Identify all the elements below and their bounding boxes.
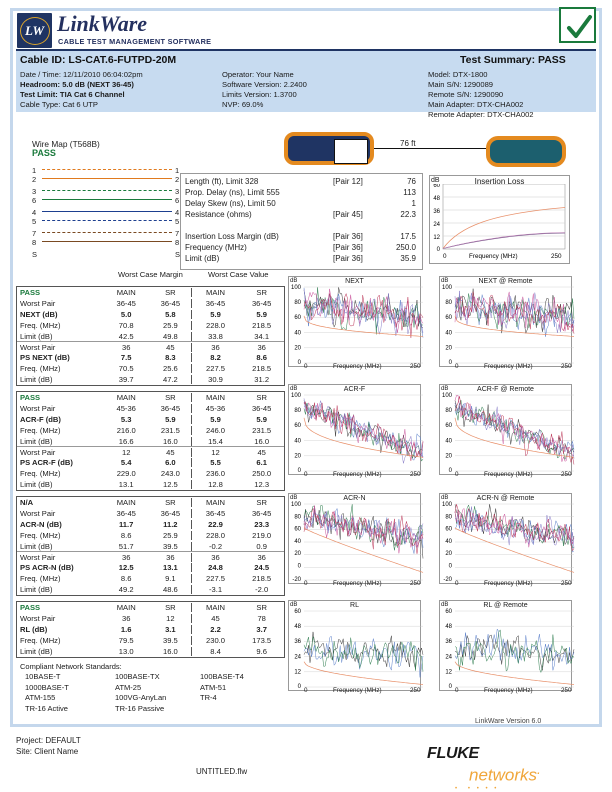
svg-text:20: 20 [445, 346, 452, 352]
svg-text:20: 20 [294, 346, 301, 352]
svg-text:24: 24 [294, 654, 301, 660]
svg-text:40: 40 [445, 438, 452, 444]
svg-text:100: 100 [291, 502, 302, 508]
svg-text:60: 60 [294, 315, 301, 321]
svg-text:60: 60 [294, 423, 301, 429]
svg-text:12: 12 [294, 670, 301, 676]
svg-text:48: 48 [445, 624, 452, 630]
svg-text:20: 20 [294, 454, 301, 460]
svg-text:36: 36 [294, 639, 301, 645]
svg-text:80: 80 [294, 514, 301, 520]
svg-text:80: 80 [294, 408, 301, 414]
svg-text:60: 60 [445, 315, 452, 321]
svg-text:20: 20 [445, 454, 452, 460]
svg-text:12: 12 [445, 670, 452, 676]
svg-text:40: 40 [445, 330, 452, 336]
svg-text:100: 100 [442, 502, 453, 508]
svg-text:60: 60 [294, 609, 301, 615]
svg-text:40: 40 [294, 438, 301, 444]
svg-text:-20: -20 [292, 577, 301, 583]
svg-text:-20: -20 [443, 577, 452, 583]
svg-text:100: 100 [291, 285, 302, 291]
svg-text:20: 20 [445, 551, 452, 557]
svg-text:48: 48 [294, 624, 301, 630]
svg-text:12: 12 [433, 235, 440, 241]
svg-text:40: 40 [294, 539, 301, 545]
svg-text:60: 60 [433, 184, 440, 189]
svg-text:80: 80 [445, 514, 452, 520]
svg-text:60: 60 [445, 609, 452, 615]
svg-text:36: 36 [445, 639, 452, 645]
svg-text:24: 24 [445, 654, 452, 660]
svg-text:80: 80 [445, 408, 452, 414]
svg-text:36: 36 [433, 209, 440, 215]
svg-text:250: 250 [551, 253, 562, 260]
svg-text:100: 100 [442, 393, 453, 399]
svg-text:20: 20 [294, 551, 301, 557]
svg-text:40: 40 [294, 330, 301, 336]
svg-text:0: 0 [443, 253, 447, 260]
svg-text:80: 80 [294, 300, 301, 306]
svg-text:100: 100 [442, 285, 453, 291]
svg-text:60: 60 [445, 423, 452, 429]
svg-text:40: 40 [445, 539, 452, 545]
svg-text:80: 80 [445, 300, 452, 306]
svg-text:Frequency (MHz): Frequency (MHz) [469, 253, 518, 260]
svg-text:100: 100 [291, 393, 302, 399]
svg-text:0: 0 [437, 247, 441, 253]
svg-text:60: 60 [294, 527, 301, 533]
svg-text:24: 24 [433, 222, 440, 228]
svg-text:60: 60 [445, 527, 452, 533]
svg-text:48: 48 [433, 196, 440, 202]
